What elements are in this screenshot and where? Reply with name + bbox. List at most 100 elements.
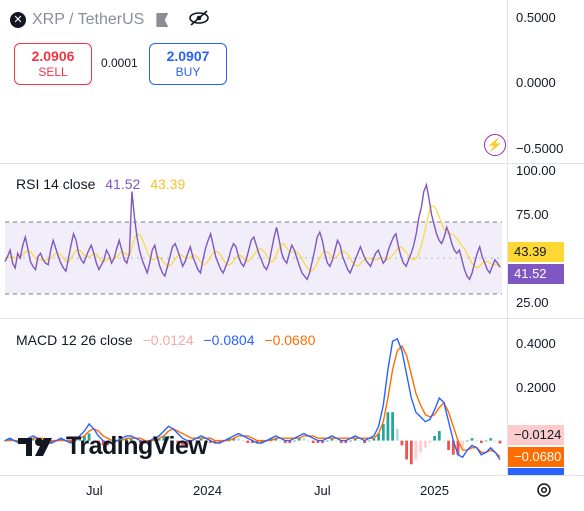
tradingview-logo: TradingView (18, 432, 208, 461)
macd-signal-line (5, 344, 501, 458)
macd-signal-value: −0.0680 (264, 332, 316, 348)
symbol-title[interactable]: XRP / TetherUS (32, 11, 145, 28)
price-tick: −0.5000 (516, 141, 564, 156)
macd-label[interactable]: MACD 12 26 close (16, 332, 133, 348)
close-icon[interactable]: ✕ (10, 12, 26, 28)
time-tick: Jul (86, 483, 103, 498)
buy-price: 2.0907 (166, 48, 210, 64)
sell-label: SELL (38, 65, 68, 79)
macd-histogram-bar (69, 440, 72, 443)
macd-histogram-bar (386, 412, 390, 441)
rsi-tick: 100.00 (516, 163, 556, 178)
macd-histogram-bar (423, 440, 427, 448)
buy-button[interactable]: 2.0907 BUY (149, 43, 227, 85)
brand-name: TradingView (66, 432, 208, 460)
rsi-value: 41.52 (105, 176, 141, 192)
macd-histogram-bar (498, 440, 502, 444)
macd-histogram-bar (437, 431, 441, 441)
macd-histogram-bar (377, 433, 380, 441)
macd-histogram-bar (181, 440, 184, 446)
macd-histogram-bar (8, 438, 12, 441)
pane-divider[interactable] (0, 318, 584, 319)
settings-gear-icon[interactable] (535, 481, 553, 499)
macd-histogram-bar (461, 440, 464, 448)
eye-hidden-icon[interactable] (188, 9, 210, 31)
macd-histogram-bar (400, 440, 404, 446)
macd-histogram-bar (321, 440, 324, 443)
macd-histogram-bar (367, 440, 371, 442)
rsi-ma-line (5, 205, 501, 272)
lightning-icon[interactable]: ⚡ (484, 134, 506, 156)
rsi-ma-value: 43.39 (150, 176, 186, 192)
time-tick: Jul (314, 483, 331, 498)
buy-label: BUY (175, 65, 201, 79)
time-tick: 2025 (420, 483, 449, 498)
rsi-legend: RSI 14 close 41.52 43.39 (16, 176, 191, 192)
macd-histogram-bar (120, 438, 124, 441)
macd-histogram-bar (97, 440, 100, 446)
pane-divider[interactable] (0, 163, 584, 164)
macd-histogram-bar (493, 440, 497, 442)
macd-histogram-bar (358, 440, 362, 442)
rsi-label[interactable]: RSI 14 close (16, 176, 96, 192)
macd-histogram-bar (218, 440, 222, 443)
rsi-band-background (5, 222, 502, 294)
macd-histogram-bar (283, 440, 287, 443)
macd-histogram-bar (353, 438, 357, 441)
macd-histogram-bar (153, 438, 156, 441)
macd-line-value: −0.0804 (203, 332, 255, 348)
macd-histogram-bar (101, 440, 105, 446)
macd-histogram-bar (87, 433, 91, 441)
symbol-header: ✕ XRP / TetherUS (10, 8, 210, 32)
sell-price: 2.0906 (31, 48, 75, 64)
macd-histogram-bar (185, 440, 189, 446)
macd-histogram-bar (405, 440, 408, 460)
macd-histogram-bar (162, 435, 166, 441)
macd-histogram-bar (195, 440, 198, 442)
macd-legend: MACD 12 26 close −0.0124 −0.0804 −0.0680 (16, 332, 321, 348)
macd-histogram-bar (260, 440, 264, 443)
macd-histogram-bar (204, 440, 208, 442)
macd-histogram-bar (419, 440, 422, 453)
flag-icon[interactable] (156, 13, 169, 27)
macd-histogram-bar (232, 438, 236, 441)
macd-histogram-bar (78, 438, 82, 441)
macd-histogram-bar (325, 440, 329, 442)
macd-histogram-bar (447, 440, 450, 451)
macd-line-price-label (508, 468, 564, 475)
macd-hist-price-label: −0.0124 (508, 425, 564, 445)
rsi-chart (4, 182, 502, 295)
macd-histogram-bar (209, 440, 212, 443)
macd-line (4, 337, 501, 460)
macd-histogram-bar (167, 435, 170, 441)
macd-histogram-bar (171, 440, 175, 442)
macd-histogram-bar (391, 412, 394, 441)
pane-divider (0, 475, 584, 476)
macd-histogram-bar (227, 438, 231, 441)
macd-histogram-bar (335, 440, 338, 442)
macd-histogram-bar (409, 440, 413, 465)
macd-histogram-bar (293, 440, 296, 442)
macd-histogram-bar (381, 424, 385, 441)
macd-histogram-bar (213, 440, 217, 443)
macd-histogram-bar (316, 440, 320, 443)
rsi-price-label: 41.52 (508, 264, 564, 284)
macd-histogram-bar (456, 440, 460, 455)
macd-histogram-bar (372, 438, 376, 441)
macd-histogram-bar (279, 440, 282, 442)
macd-histogram-bar (451, 440, 455, 455)
macd-histogram-bar (363, 440, 366, 443)
macd-histogram-bar (489, 438, 493, 441)
rsi-tick: 25.00 (516, 295, 549, 310)
macd-signal-price-label: −0.0680 (508, 447, 564, 467)
macd-histogram-bar (414, 440, 418, 460)
macd-histogram-bar (269, 438, 273, 441)
rsi-tick: 75.00 (516, 207, 549, 222)
macd-histogram-bar (241, 440, 245, 442)
macd-histogram-bar (442, 440, 446, 442)
macd-histogram-bar (288, 440, 292, 443)
price-scale-divider (507, 0, 508, 475)
sell-button[interactable]: 2.0906 SELL (14, 43, 92, 85)
macd-histogram-bar (59, 438, 63, 441)
macd-histogram-bar (251, 440, 254, 443)
